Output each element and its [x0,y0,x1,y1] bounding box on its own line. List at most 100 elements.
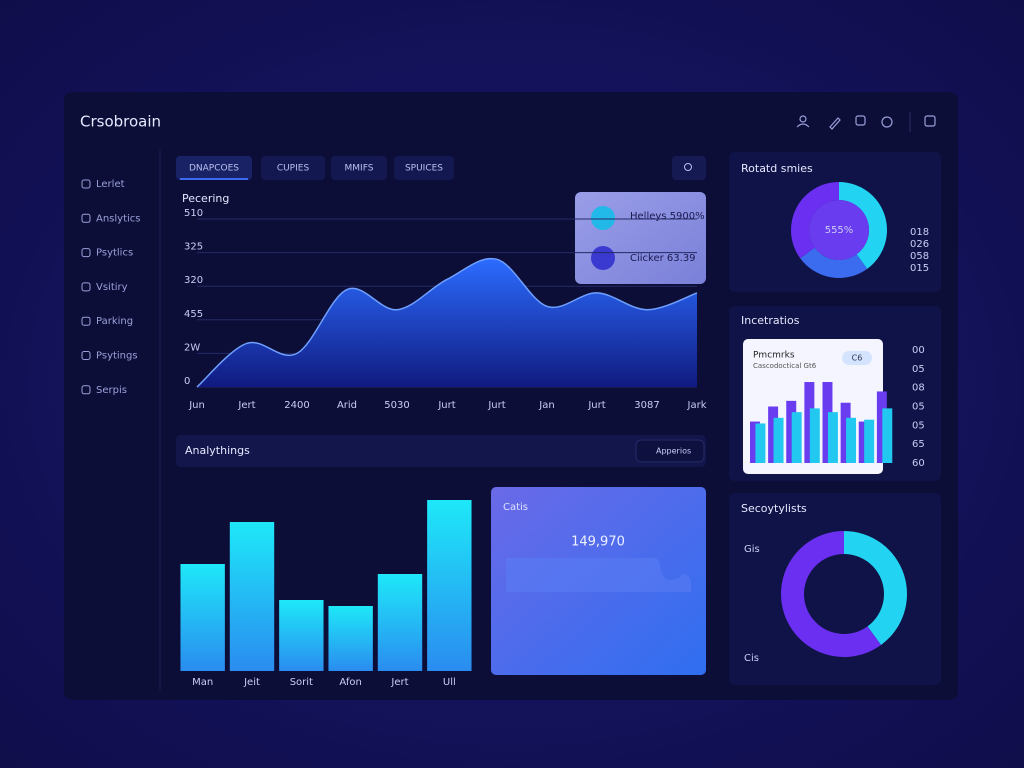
avatar [591,206,615,230]
x-tick-label: Jun [188,400,205,411]
area-line [196,257,698,388]
x-tick-label: Arid [337,400,357,411]
y-tick-label: 00 [912,345,925,356]
nav-item[interactable]: Serpis [96,385,127,396]
donut-segment [800,247,868,278]
bar [846,417,857,463]
donut-center-label: 555% [825,225,854,236]
side-label: 015 [910,263,929,274]
tab-label: SPUICES [405,164,443,174]
tab-label: DNAPCOES [189,164,239,174]
nav-icon[interactable] [81,351,91,360]
inner-card-title: Pmcmrks [753,351,795,361]
bar [229,522,275,671]
x-tick-label: Jert [237,400,255,411]
bar [427,500,472,671]
donut-segment [839,182,887,269]
y-tick-label: 05 [912,420,925,431]
tab[interactable] [394,156,454,180]
nav-item[interactable]: Vsitiry [96,282,128,293]
bar [827,412,838,463]
bar [328,606,373,671]
section-search[interactable] [635,439,705,463]
tab[interactable] [331,156,387,180]
y-tick-label: 325 [184,242,203,253]
tooltip-card [575,192,706,284]
chart-title: Incetratios [741,314,800,327]
stat-decoration [506,558,691,592]
nav-item[interactable]: Parking [96,316,133,327]
nav-item[interactable]: Anslytics [96,213,141,224]
y-tick-label: 05 [912,402,925,413]
donut-segment [781,531,882,658]
bar [773,417,784,463]
x-tick-label: Jurt [587,400,605,411]
stat-value: 149,970 [571,535,625,550]
side-label: Gis [744,544,760,555]
bar [882,408,893,463]
side-label: 058 [910,251,929,262]
x-tick-label: 3087 [634,400,659,411]
donut-segment [844,531,907,645]
nav-item[interactable]: Psytlics [96,248,133,259]
nav-icon[interactable] [81,316,91,326]
nav-item[interactable]: Psytings [96,351,138,362]
nav-icon[interactable] [81,248,91,258]
y-tick-label: 455 [184,309,203,320]
bar [377,574,423,671]
x-tick-label: Jurt [487,400,505,411]
nav-icon[interactable] [81,282,91,292]
chart-title: Rotatd smies [741,162,813,175]
section-search-text: Apperios [656,447,691,456]
y-tick-label: 65 [912,439,925,450]
bar [750,421,760,463]
bar [876,391,887,463]
search-icon [684,163,692,171]
chart-title: Pecering [182,192,229,205]
nav-icon[interactable] [81,179,91,189]
bar [858,421,869,463]
y-tick-label: 05 [912,364,925,375]
y-tick-label: 510 [184,208,203,219]
inner-card-button-text: C6 [852,354,863,363]
search-button[interactable] [672,156,706,180]
x-tick-label: Sorit [290,677,313,688]
side-label: Cis [744,653,759,664]
y-tick-label: 60 [912,458,925,469]
nav-icon[interactable] [81,385,91,395]
tab[interactable] [261,156,325,180]
x-tick-label: Jurt [437,400,455,411]
chart-title: Secoytylists [741,502,807,515]
section-title: Analythings [185,444,250,457]
x-tick-label: Jeit [243,677,260,688]
donut-segment [791,182,839,259]
tab-label: MMIFS [345,164,374,174]
inner-card-subtitle: Cascodoctical Gt6 [753,362,817,370]
x-tick-label: Ull [443,677,456,688]
app-title: Crsobroain [80,113,161,131]
bar [809,408,820,463]
area [197,258,697,387]
y-tick-label: 320 [184,275,203,286]
header-icons[interactable] [796,115,936,130]
bar [768,406,779,463]
inner-card-button[interactable] [842,351,872,365]
y-tick-label: 08 [912,383,925,394]
tab[interactable] [176,156,252,180]
nav-item[interactable]: Lerlet [96,179,125,190]
x-tick-label: 2400 [284,400,309,411]
x-tick-label: Afon [339,677,361,688]
bar [864,419,875,463]
x-tick-label: Jan [538,400,554,411]
x-tick-label: 5030 [384,400,409,411]
x-tick-label: Man [192,677,213,688]
bar [786,400,797,463]
bar [822,382,833,463]
tooltip-line: Helleys 5900% [630,211,705,222]
nav-icon[interactable] [81,213,91,223]
stat-title: Catis [503,502,528,513]
bar [180,564,225,671]
bar [840,402,851,463]
bar [791,412,802,463]
